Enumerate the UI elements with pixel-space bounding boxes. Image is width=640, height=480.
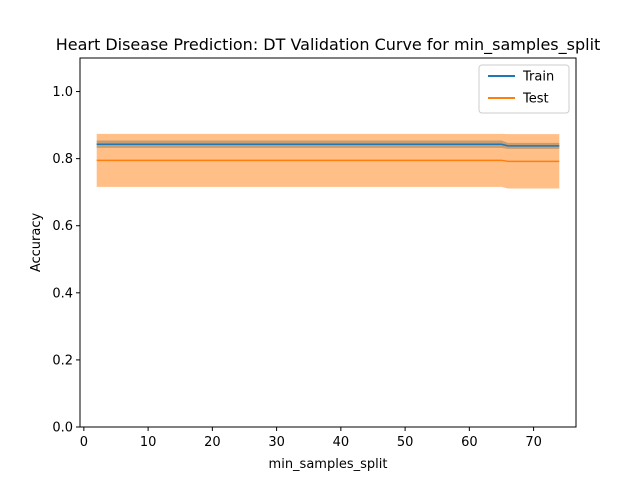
x-tick-label: 50 [397, 435, 414, 450]
series-lines [96, 143, 560, 163]
x-tick-label: 0 [80, 435, 88, 450]
x-tick-label: 10 [140, 435, 157, 450]
confidence-bands [96, 133, 560, 189]
y-tick-label: 0.6 [52, 219, 73, 234]
x-axis-label: min_samples_split [269, 457, 388, 472]
y-axis-label: Accuracy [29, 213, 44, 273]
x-tick-label: 40 [333, 435, 350, 450]
y-tick-label: 0.4 [52, 286, 73, 301]
x-tick-label: 20 [204, 435, 221, 450]
test-series-line [96, 159, 560, 163]
y-tick-label: 0.8 [52, 152, 73, 167]
y-axis-ticks: 0.0 0.2 0.4 0.6 0.8 1.0 [52, 85, 80, 436]
y-tick-label: 0.0 [52, 421, 73, 436]
plot-frame [79, 57, 577, 428]
train-series-line [96, 143, 560, 147]
x-tick-label: 70 [525, 435, 542, 450]
y-tick-label: 1.0 [52, 85, 73, 100]
x-tick-label: 30 [268, 435, 285, 450]
y-tick-label: 0.2 [52, 353, 73, 368]
legend-label-test: Test [522, 92, 549, 107]
legend: Train Test [478, 64, 570, 114]
x-tick-label: 60 [461, 435, 478, 450]
legend-label-train: Train [522, 70, 554, 85]
chart-title: Heart Disease Prediction: DT Validation … [56, 35, 601, 55]
test-confidence-band [96, 133, 560, 189]
x-axis-ticks: 0 10 20 30 40 50 60 70 [80, 427, 542, 450]
